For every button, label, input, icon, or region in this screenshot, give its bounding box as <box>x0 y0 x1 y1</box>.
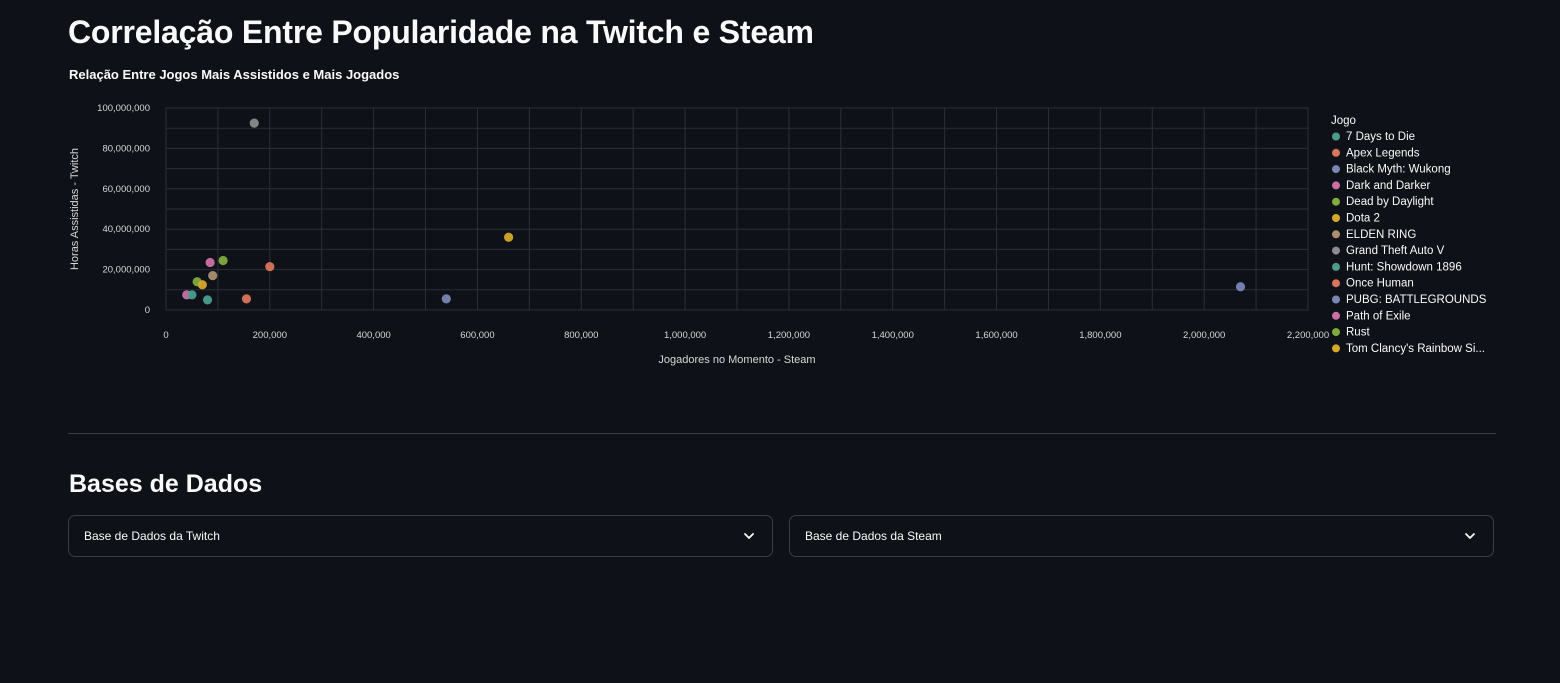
expander-label: Base de Dados da Steam <box>805 529 942 543</box>
legend-marker <box>1332 214 1340 222</box>
data-point[interactable] <box>504 232 514 242</box>
legend-item[interactable]: Rust <box>1346 327 1370 339</box>
legend-marker <box>1332 197 1340 206</box>
y-tick-label: 0 <box>145 305 150 316</box>
x-tick-label: 2,000,000 <box>1183 330 1225 341</box>
data-point[interactable] <box>197 280 207 290</box>
data-point[interactable] <box>208 271 218 281</box>
x-tick-label: 1,800,000 <box>1079 330 1121 341</box>
x-tick-label: 1,200,000 <box>768 330 810 341</box>
data-point[interactable] <box>218 255 228 266</box>
chevron-down-icon <box>744 533 754 539</box>
legend-marker <box>1332 181 1340 190</box>
steam-data-expander[interactable]: Base de Dados da Steam <box>789 515 1494 557</box>
y-tick-label: 100,000,000 <box>97 103 150 114</box>
legend-item[interactable]: Dark and Darker <box>1346 180 1431 192</box>
legend-item[interactable]: 7 Days to Die <box>1346 131 1415 143</box>
legend-marker <box>1332 230 1340 239</box>
y-tick-label: 40,000,000 <box>102 224 150 235</box>
x-tick-label: 800,000 <box>564 330 598 341</box>
data-point[interactable] <box>241 294 252 304</box>
legend-marker <box>1332 279 1340 288</box>
x-tick-label: 2,200,000 <box>1287 330 1329 341</box>
legend-marker <box>1332 246 1340 255</box>
y-tick-label: 60,000,000 <box>102 184 150 195</box>
legend-marker <box>1332 344 1340 353</box>
legend-marker <box>1332 262 1340 271</box>
legend-item[interactable]: Black Myth: Wukong <box>1346 164 1451 176</box>
chart-title: Relação Entre Jogos Mais Assistidos e Ma… <box>69 67 400 82</box>
x-tick-label: 600,000 <box>460 330 494 341</box>
data-point[interactable] <box>1235 282 1246 292</box>
x-tick-label: 1,400,000 <box>872 330 914 341</box>
expander-label: Base de Dados da Twitch <box>84 529 220 543</box>
legend-marker <box>1332 148 1340 157</box>
x-tick-label: 0 <box>163 330 168 341</box>
data-point[interactable] <box>441 294 451 304</box>
legend-marker <box>1332 328 1340 337</box>
legend-item[interactable]: Dead by Daylight <box>1346 196 1434 208</box>
data-point[interactable] <box>265 261 275 272</box>
data-point[interactable] <box>249 118 259 128</box>
legend-item[interactable]: Apex Legends <box>1346 147 1420 159</box>
legend-item[interactable]: Tom Clancy's Rainbow Si... <box>1346 343 1485 355</box>
section-divider <box>68 433 1496 434</box>
x-tick-label: 1,600,000 <box>975 330 1017 341</box>
legend-item[interactable]: Dota 2 <box>1346 213 1380 225</box>
section-title: Bases de Dados <box>69 470 263 498</box>
x-tick-label: 200,000 <box>253 330 287 341</box>
y-axis-label: Horas Assistidas - Twitch <box>69 148 81 270</box>
y-tick-label: 80,000,000 <box>102 143 150 154</box>
legend-marker <box>1332 311 1340 320</box>
legend-item[interactable]: PUBG: BATTLEGROUNDS <box>1346 294 1487 306</box>
x-tick-label: 400,000 <box>356 330 390 341</box>
data-point[interactable] <box>205 257 215 268</box>
legend-item[interactable]: Grand Theft Auto V <box>1346 245 1445 257</box>
x-tick-label: 1,000,000 <box>664 330 706 341</box>
legend-title: Jogo <box>1331 115 1356 127</box>
legend-marker <box>1332 132 1340 141</box>
twitch-data-expander[interactable]: Base de Dados da Twitch <box>68 515 773 557</box>
data-point[interactable] <box>187 290 197 300</box>
chevron-down-icon <box>1465 533 1475 539</box>
legend-marker <box>1332 295 1340 304</box>
data-point[interactable] <box>202 295 213 305</box>
legend-item[interactable]: Once Human <box>1346 278 1414 290</box>
legend-item[interactable]: Hunt: Showdown 1896 <box>1346 261 1462 273</box>
page-title: Correlação Entre Popularidade na Twitch … <box>68 14 814 50</box>
legend-marker <box>1332 165 1340 174</box>
legend-item[interactable]: Path of Exile <box>1346 310 1411 322</box>
scatter-chart[interactable]: 0 200,000 400,000 600,000 800,000 1,000,000 1,… <box>60 90 1510 380</box>
legend-item[interactable]: ELDEN RING <box>1346 229 1416 241</box>
y-tick-label: 20,000,000 <box>102 265 150 276</box>
scatter-chart-svg[interactable]: 0 200,000 400,000 600,000 800,000 1,000,000 1,… <box>60 90 1510 380</box>
x-axis-label: Jogadores no Momento - Steam <box>658 354 815 366</box>
